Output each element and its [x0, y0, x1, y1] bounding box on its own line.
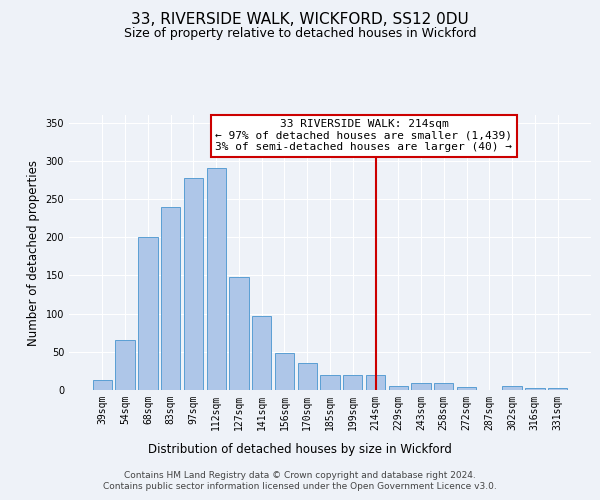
Bar [412, 383, 431, 390]
Text: 33, RIVERSIDE WALK, WICKFORD, SS12 0DU: 33, RIVERSIDE WALK, WICKFORD, SS12 0DU [131, 12, 469, 28]
Bar [138, 237, 158, 390]
Bar [298, 362, 317, 390]
Bar [502, 386, 522, 390]
Bar [206, 168, 226, 390]
Text: Contains public sector information licensed under the Open Government Licence v3: Contains public sector information licen… [103, 482, 497, 491]
Bar [457, 387, 476, 390]
Bar [389, 386, 408, 390]
Bar [93, 380, 112, 390]
Bar [161, 206, 181, 390]
Text: Distribution of detached houses by size in Wickford: Distribution of detached houses by size … [148, 442, 452, 456]
Bar [320, 376, 340, 390]
Text: Size of property relative to detached houses in Wickford: Size of property relative to detached ho… [124, 28, 476, 40]
Bar [252, 316, 271, 390]
Bar [184, 178, 203, 390]
Bar [115, 340, 135, 390]
Bar [434, 383, 454, 390]
Bar [275, 352, 294, 390]
Text: Contains HM Land Registry data © Crown copyright and database right 2024.: Contains HM Land Registry data © Crown c… [124, 471, 476, 480]
Y-axis label: Number of detached properties: Number of detached properties [27, 160, 40, 346]
Bar [229, 277, 248, 390]
Text: 33 RIVERSIDE WALK: 214sqm
← 97% of detached houses are smaller (1,439)
3% of sem: 33 RIVERSIDE WALK: 214sqm ← 97% of detac… [215, 119, 512, 152]
Bar [525, 388, 545, 390]
Bar [343, 374, 362, 390]
Bar [548, 388, 567, 390]
Bar [366, 376, 385, 390]
